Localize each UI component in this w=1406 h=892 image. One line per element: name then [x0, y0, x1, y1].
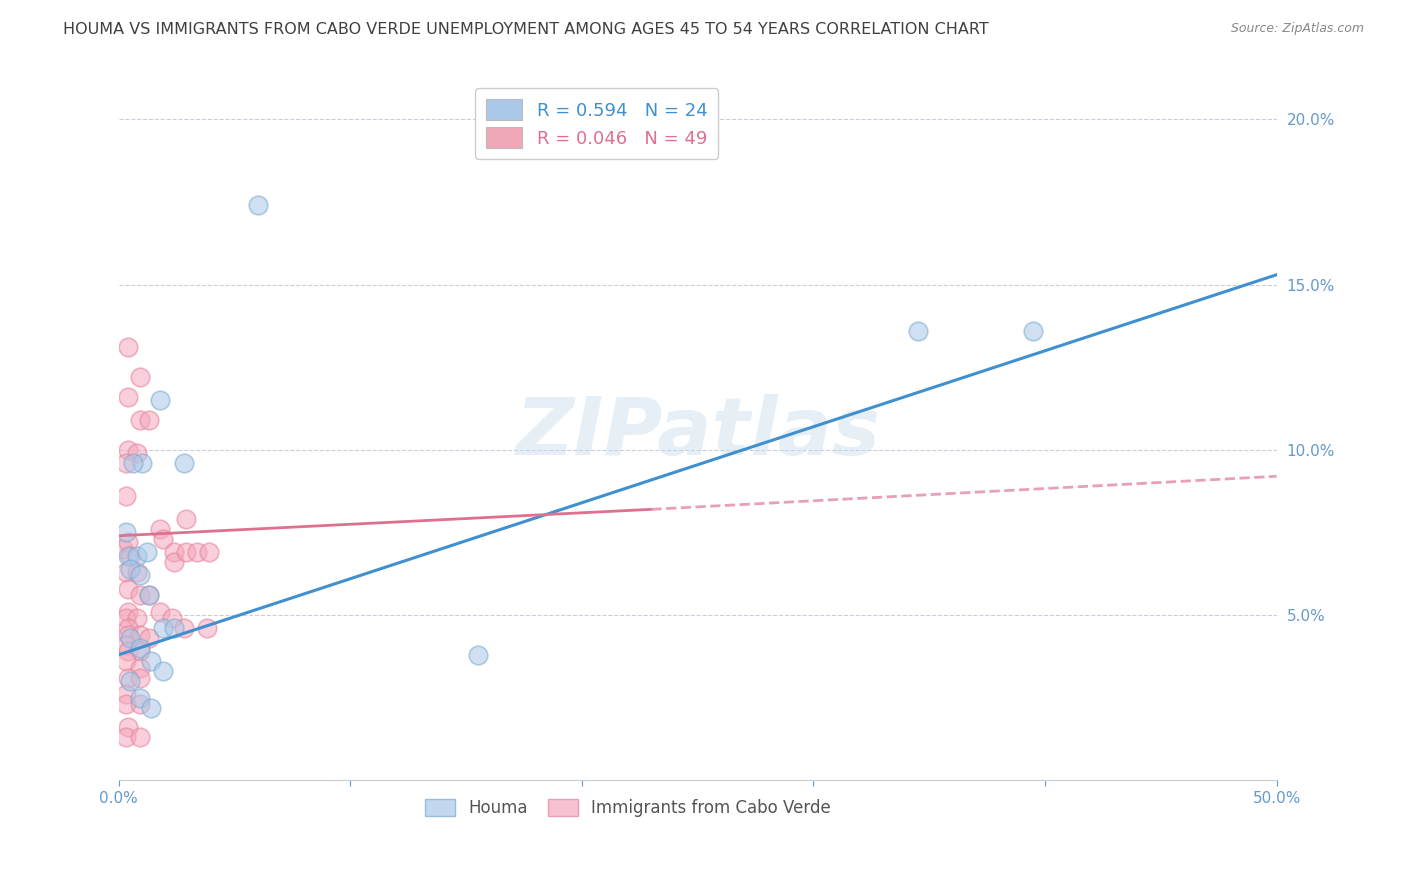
Point	[128, 731, 150, 745]
Point	[195, 621, 218, 635]
Point	[173, 456, 195, 470]
Point	[128, 568, 150, 582]
Point	[131, 456, 153, 470]
Point	[138, 588, 160, 602]
Point	[467, 648, 489, 662]
Point	[149, 522, 172, 536]
Point	[117, 605, 139, 619]
Point	[128, 628, 150, 642]
Point	[117, 721, 139, 735]
Text: Source: ZipAtlas.com: Source: ZipAtlas.com	[1230, 22, 1364, 36]
Point	[127, 549, 149, 563]
Point	[128, 671, 150, 685]
Point	[160, 611, 183, 625]
Point	[121, 456, 143, 470]
Point	[117, 442, 139, 457]
Point	[174, 545, 197, 559]
Point	[128, 588, 150, 602]
Point	[127, 446, 149, 460]
Point	[117, 535, 139, 549]
Point	[114, 731, 136, 745]
Point	[149, 393, 172, 408]
Point	[141, 654, 163, 668]
Point	[117, 582, 139, 596]
Point	[138, 631, 160, 645]
Point	[128, 698, 150, 712]
Point	[128, 370, 150, 384]
Point	[128, 413, 150, 427]
Point	[117, 340, 139, 354]
Point	[114, 638, 136, 652]
Point	[152, 665, 174, 679]
Point	[128, 641, 150, 656]
Point	[117, 671, 139, 685]
Point	[114, 456, 136, 470]
Point	[174, 512, 197, 526]
Point	[149, 605, 172, 619]
Point	[127, 611, 149, 625]
Point	[117, 390, 139, 404]
Point	[114, 611, 136, 625]
Point	[112, 541, 135, 556]
Point	[138, 413, 160, 427]
Point	[128, 644, 150, 658]
Point	[114, 654, 136, 668]
Point	[120, 674, 142, 689]
Point	[114, 525, 136, 540]
Point	[138, 588, 160, 602]
Point	[198, 545, 221, 559]
Point	[114, 698, 136, 712]
Point	[163, 555, 186, 569]
Point	[128, 661, 150, 675]
Point	[128, 690, 150, 705]
Text: ZIPatlas: ZIPatlas	[515, 394, 880, 473]
Point	[141, 700, 163, 714]
Point	[117, 621, 139, 635]
Point	[114, 565, 136, 579]
Point	[120, 549, 142, 563]
Point	[117, 628, 139, 642]
Point	[1022, 324, 1045, 338]
Point	[114, 687, 136, 701]
Point	[135, 545, 157, 559]
Point	[246, 198, 269, 212]
Point	[114, 489, 136, 503]
Point	[163, 621, 186, 635]
Point	[117, 549, 139, 563]
Point	[152, 532, 174, 546]
Point	[120, 562, 142, 576]
Point	[120, 631, 142, 645]
Point	[907, 324, 929, 338]
Point	[163, 545, 186, 559]
Point	[152, 621, 174, 635]
Point	[173, 621, 195, 635]
Legend: Houma, Immigrants from Cabo Verde: Houma, Immigrants from Cabo Verde	[419, 792, 838, 824]
Point	[186, 545, 208, 559]
Text: HOUMA VS IMMIGRANTS FROM CABO VERDE UNEMPLOYMENT AMONG AGES 45 TO 54 YEARS CORRE: HOUMA VS IMMIGRANTS FROM CABO VERDE UNEM…	[63, 22, 988, 37]
Point	[117, 644, 139, 658]
Point	[127, 565, 149, 579]
